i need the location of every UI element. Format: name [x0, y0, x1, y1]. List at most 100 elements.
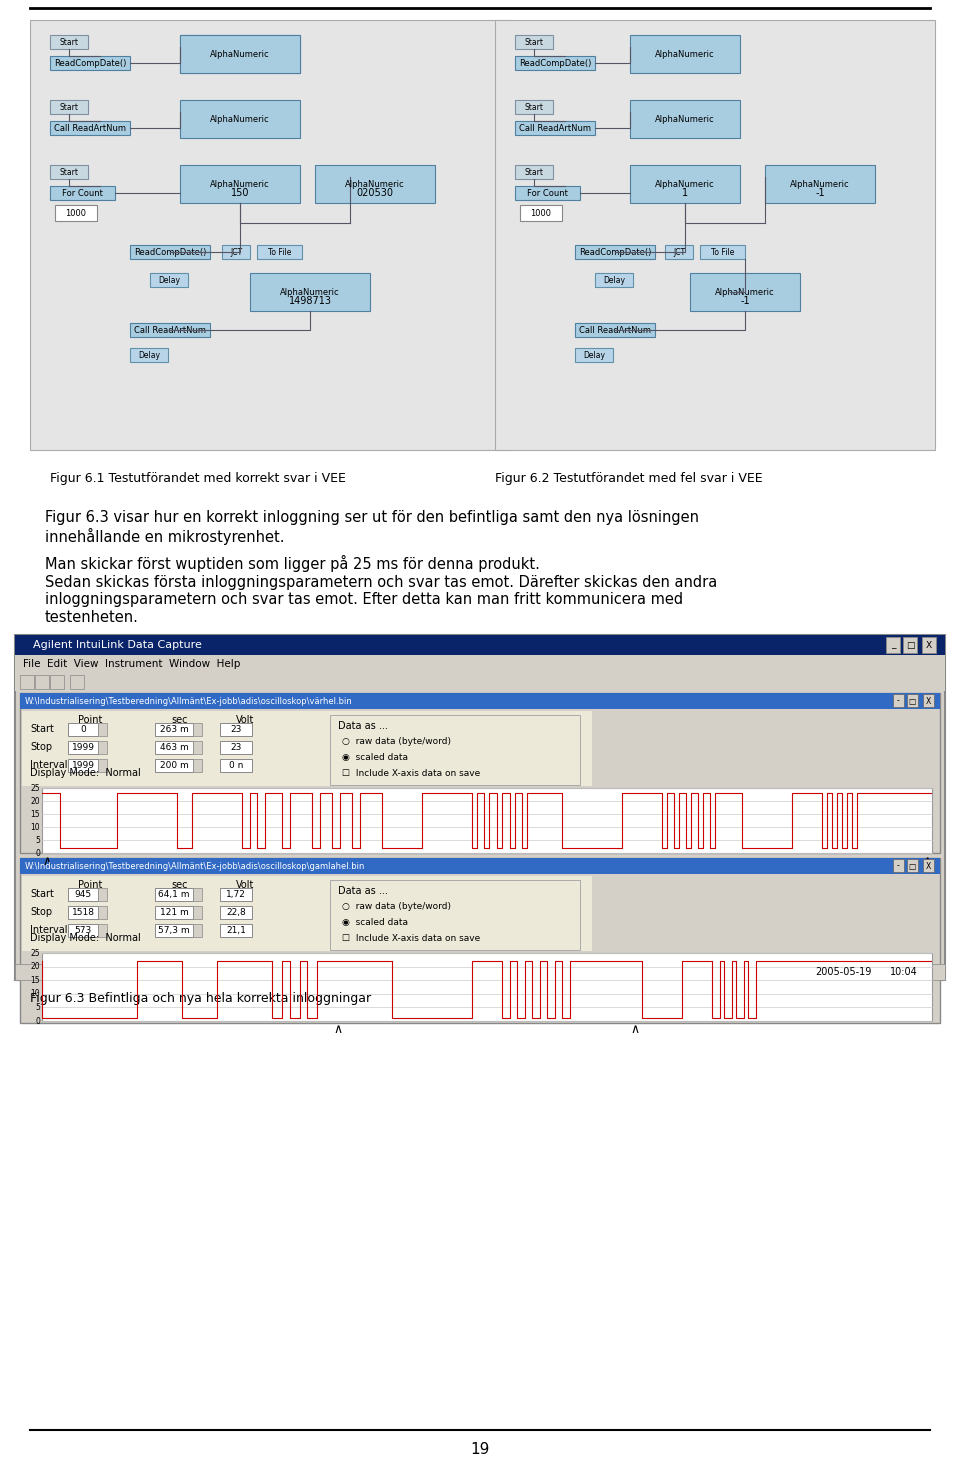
- Bar: [20, 693, 940, 709]
- Bar: [68, 741, 98, 754]
- Text: 1: 1: [682, 188, 688, 198]
- Text: -: -: [897, 862, 900, 870]
- Bar: [68, 888, 98, 901]
- Bar: [155, 723, 193, 736]
- Text: ∧: ∧: [631, 1024, 639, 1037]
- Text: Sedan skickas första inloggningsparametern och svar tas emot. Därefter skickas d: Sedan skickas första inloggningsparamete…: [45, 574, 717, 625]
- Text: AlphaNumeric: AlphaNumeric: [655, 179, 715, 188]
- Bar: [98, 723, 107, 736]
- Bar: [220, 723, 252, 736]
- Text: ReadCompDate(): ReadCompDate(): [579, 248, 651, 257]
- Bar: [595, 273, 633, 287]
- Text: File  Edit  View  Instrument  Window  Help: File Edit View Instrument Window Help: [23, 659, 240, 669]
- Bar: [330, 881, 580, 951]
- Text: 5: 5: [36, 1003, 40, 1012]
- Bar: [893, 694, 904, 707]
- Text: 15: 15: [31, 975, 40, 984]
- Bar: [20, 693, 940, 853]
- Text: Figur 6.2 Testutförandet med fel svar i VEE: Figur 6.2 Testutförandet med fel svar i …: [495, 472, 762, 486]
- Bar: [495, 20, 935, 451]
- Bar: [50, 101, 88, 114]
- Bar: [68, 760, 98, 771]
- Bar: [155, 760, 193, 771]
- Text: Delay: Delay: [583, 350, 605, 360]
- Text: Display Mode:  Normal: Display Mode: Normal: [30, 933, 141, 943]
- Text: ◉  scaled data: ◉ scaled data: [342, 752, 408, 763]
- Bar: [220, 924, 252, 937]
- Text: 1000: 1000: [531, 208, 551, 217]
- Text: To File: To File: [268, 248, 291, 257]
- Text: X: X: [925, 862, 930, 870]
- Text: 10: 10: [31, 822, 40, 831]
- Text: Call ReadArtNum: Call ReadArtNum: [134, 325, 206, 334]
- Text: Point: Point: [78, 881, 102, 889]
- Bar: [907, 694, 918, 707]
- Text: 1,72: 1,72: [226, 889, 246, 898]
- Bar: [220, 741, 252, 754]
- Text: Delay: Delay: [158, 276, 180, 284]
- Bar: [20, 675, 34, 690]
- Text: Call ReadArtNum: Call ReadArtNum: [519, 124, 591, 133]
- Bar: [55, 206, 97, 222]
- Bar: [923, 694, 934, 707]
- Bar: [155, 741, 193, 754]
- Text: 0: 0: [36, 849, 40, 857]
- Bar: [665, 245, 693, 260]
- Text: 121 m: 121 m: [159, 907, 188, 917]
- Text: AlphaNumeric: AlphaNumeric: [210, 50, 270, 58]
- Text: Figur 6.3 Befintliga och nya hela korrekta inloggningar: Figur 6.3 Befintliga och nya hela korrek…: [30, 991, 372, 1005]
- Text: AlphaNumeric: AlphaNumeric: [346, 179, 405, 188]
- Bar: [98, 888, 107, 901]
- Bar: [50, 187, 115, 200]
- Bar: [180, 35, 300, 73]
- Text: AlphaNumeric: AlphaNumeric: [655, 50, 715, 58]
- Text: Data as ...: Data as ...: [338, 886, 388, 897]
- Bar: [98, 924, 107, 937]
- Text: 25: 25: [31, 949, 40, 958]
- Text: 0: 0: [80, 725, 85, 733]
- Text: 20: 20: [31, 962, 40, 971]
- Text: 945: 945: [75, 889, 91, 898]
- Text: Start: Start: [524, 168, 543, 176]
- Text: Start: Start: [60, 102, 79, 111]
- Text: Start: Start: [30, 725, 54, 733]
- Bar: [250, 273, 370, 311]
- Bar: [700, 245, 745, 260]
- Bar: [70, 675, 84, 690]
- Bar: [630, 101, 740, 139]
- Text: ○  raw data (byte/word): ○ raw data (byte/word): [342, 903, 451, 911]
- Text: ∧: ∧: [923, 854, 931, 868]
- Text: 10: 10: [31, 990, 40, 999]
- Text: Start: Start: [524, 102, 543, 111]
- Text: 22,8: 22,8: [227, 907, 246, 917]
- Text: Volt: Volt: [236, 881, 254, 889]
- Text: ReadCompDate(): ReadCompDate(): [54, 58, 126, 67]
- Text: Figur 6.3 visar hur en korrekt inloggning ser ut för den befintliga samt den nya: Figur 6.3 visar hur en korrekt inloggnin…: [45, 510, 699, 545]
- Bar: [155, 924, 193, 937]
- Bar: [520, 206, 562, 222]
- Text: 263 m: 263 m: [159, 725, 188, 733]
- Text: -: -: [897, 697, 900, 706]
- Text: sec: sec: [172, 714, 188, 725]
- Text: 0 n: 0 n: [228, 761, 243, 770]
- Bar: [886, 637, 900, 653]
- Bar: [22, 876, 592, 951]
- Bar: [98, 905, 107, 919]
- Bar: [257, 245, 302, 260]
- Bar: [15, 636, 945, 980]
- Text: 23: 23: [230, 725, 242, 733]
- Text: AlphaNumeric: AlphaNumeric: [210, 115, 270, 124]
- Bar: [330, 714, 580, 784]
- Bar: [15, 964, 945, 980]
- Bar: [220, 888, 252, 901]
- Text: 2005-05-19: 2005-05-19: [815, 967, 872, 977]
- Text: 20: 20: [31, 796, 40, 805]
- Text: Data as ...: Data as ...: [338, 722, 388, 730]
- Bar: [515, 121, 595, 136]
- Bar: [180, 101, 300, 139]
- Bar: [22, 712, 592, 786]
- Bar: [193, 741, 202, 754]
- Bar: [222, 245, 250, 260]
- Bar: [630, 165, 740, 203]
- Text: 25: 25: [31, 783, 40, 793]
